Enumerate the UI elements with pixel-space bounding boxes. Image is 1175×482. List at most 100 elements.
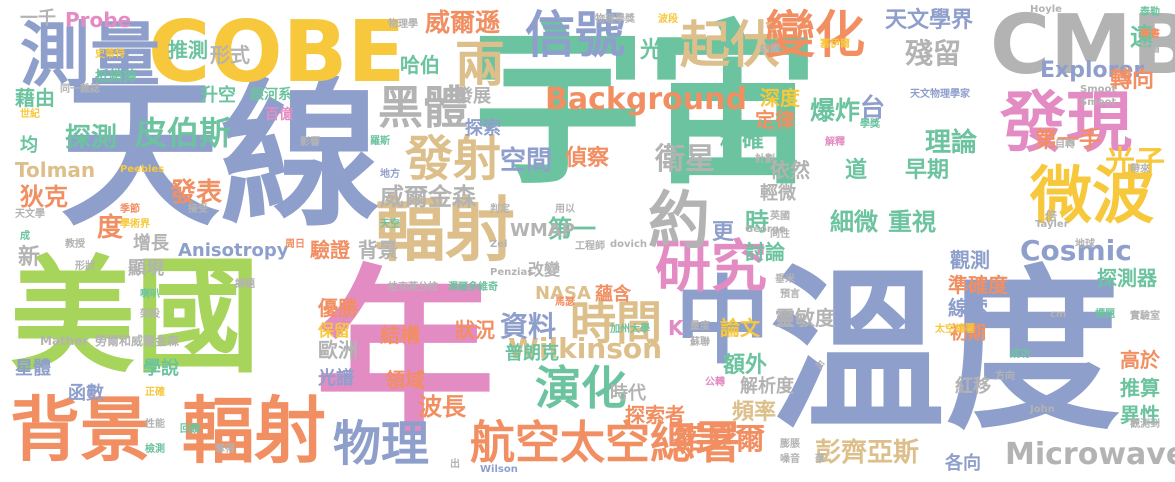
word-53: 推測 xyxy=(168,38,208,62)
word-32: 威爾遜 xyxy=(425,8,501,37)
word-25: 演化 xyxy=(535,361,627,415)
word-123: 銀河系 xyxy=(250,87,292,103)
word-36: 彭齊亞斯 xyxy=(815,438,920,468)
word-169: 蘇聯 xyxy=(690,337,710,348)
word-197: 華 xyxy=(815,454,825,465)
word-59: 狄克 xyxy=(20,183,68,211)
word-79: 顯現 xyxy=(128,258,164,279)
word-99: 推算 xyxy=(1120,376,1160,400)
word-118: Mather xyxy=(40,334,89,348)
word-124: 百億 xyxy=(265,107,293,123)
word-188: Smoot xyxy=(1080,84,1117,95)
word-125: 天文物理學家 xyxy=(910,89,970,100)
word-14: 研究 xyxy=(655,235,767,300)
word-170: 地球 xyxy=(1075,239,1095,250)
word-87: 討論 xyxy=(745,240,785,264)
word-106: 優勝 xyxy=(318,296,358,320)
word-93: 論文 xyxy=(720,316,760,340)
word-143: 馬瑟 xyxy=(555,297,575,308)
word-73: 時 xyxy=(745,208,769,236)
word-167: 太空總署 xyxy=(935,324,975,335)
word-110: 時代 xyxy=(610,383,646,404)
word-104: 普朗克 xyxy=(505,343,559,364)
word-109: 波長 xyxy=(418,393,466,421)
word-107: 保留 xyxy=(318,321,351,340)
word-194: 垂米 xyxy=(775,274,795,285)
word-82: 背景 xyxy=(358,238,398,262)
word-128: 物理學 xyxy=(388,19,418,30)
word-111: 解析度 xyxy=(740,376,794,397)
word-56: 探索 xyxy=(465,118,501,139)
word-2: 天線 xyxy=(60,61,381,248)
word-81: 驗證 xyxy=(310,238,350,262)
word-140: 工程師 xyxy=(575,241,605,252)
word-76: Anisotropy xyxy=(178,240,289,261)
word-37: 諾貝爾 xyxy=(675,422,765,457)
word-159: 膨脹 xyxy=(780,439,800,450)
word-108: 領域 xyxy=(385,368,425,392)
word-67: 早期 xyxy=(905,158,950,183)
word-158: 噪音 xyxy=(780,454,800,465)
word-49: 空間 xyxy=(500,146,553,176)
word-31: 光子 xyxy=(1105,145,1165,180)
word-150: 喇叭 xyxy=(140,289,160,300)
word-75: 第一 xyxy=(548,215,596,243)
word-19: 黑體 xyxy=(378,81,469,134)
word-58: 升空 xyxy=(200,85,236,106)
word-72: 輕微 xyxy=(760,183,796,204)
word-78: 增長 xyxy=(133,233,169,254)
word-186: 奪得 xyxy=(215,444,235,455)
word-154: 形狀 xyxy=(75,261,95,272)
word-86: 蘊含 xyxy=(595,284,631,305)
word-55: 發展 xyxy=(455,86,491,107)
word-131: 泰勒 xyxy=(1140,7,1160,18)
word-4: 美國 xyxy=(10,245,260,390)
word-196: 令 xyxy=(815,361,825,372)
word-115: 函數 xyxy=(68,383,104,404)
word-24: 航空太空總署 xyxy=(470,416,741,469)
word-127: Hoyle xyxy=(1030,4,1062,15)
word-162: 方向 xyxy=(995,371,1015,382)
word-172: 英國 xyxy=(770,211,790,222)
word-189: 地方 xyxy=(380,169,400,180)
word-52: 形式 xyxy=(210,43,250,67)
word-60: 發表 xyxy=(170,178,223,208)
word-185: 回饋 xyxy=(180,424,200,435)
word-135: 紡織 xyxy=(760,44,780,55)
word-61: Tolman xyxy=(15,158,96,182)
word-112: 光譜 xyxy=(318,368,354,389)
word-23: 時間 xyxy=(570,296,662,350)
word-29: Microwave xyxy=(1005,437,1175,472)
word-144: Wilson xyxy=(480,464,518,475)
word-177: 自轉 xyxy=(1055,139,1075,150)
word-132: 專書 xyxy=(1140,29,1160,40)
word-156: 性能 xyxy=(145,419,165,430)
word-133: 貝爾 xyxy=(1140,44,1160,55)
word-137: dovich xyxy=(610,239,648,250)
word-35: 衛星 xyxy=(655,142,715,177)
word-26: 皮伯斯 xyxy=(135,114,232,152)
word-13: 微波 xyxy=(1030,159,1155,232)
word-46: 深度 xyxy=(760,86,800,110)
word-39: 殘留 xyxy=(905,37,962,70)
word-98: 高於 xyxy=(1120,348,1160,372)
word-116: 探索者 xyxy=(625,403,685,427)
word-18: 兩 xyxy=(455,36,505,94)
word-83: WMAP xyxy=(510,220,575,241)
word-50: 偵察 xyxy=(565,146,610,171)
word-12: 發現 xyxy=(1000,84,1132,161)
word-16: 起伏 xyxy=(680,16,780,74)
word-175: 計劃 xyxy=(755,154,775,165)
word-149: 成 xyxy=(20,231,30,242)
word-199: 澤爾多維奇 xyxy=(448,282,498,293)
word-130: 波段 xyxy=(658,14,678,25)
word-114: 學說 xyxy=(143,358,179,379)
word-120: 抵銷掉 xyxy=(95,69,137,85)
word-57: 探測 xyxy=(65,123,118,153)
word-113: 星體 xyxy=(15,358,51,379)
word-146: Tayler xyxy=(1035,219,1069,230)
word-195: 塞伊爾 xyxy=(820,39,850,50)
word-180: 用以 xyxy=(555,204,575,215)
word-45: 台 xyxy=(860,93,886,122)
